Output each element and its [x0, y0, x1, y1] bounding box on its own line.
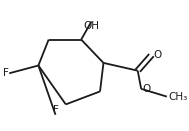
Text: F: F: [53, 105, 58, 115]
Text: O: O: [143, 84, 151, 94]
Text: F: F: [3, 68, 9, 78]
Text: O: O: [153, 50, 161, 60]
Text: OH: OH: [84, 21, 99, 31]
Text: CH₃: CH₃: [169, 92, 188, 102]
